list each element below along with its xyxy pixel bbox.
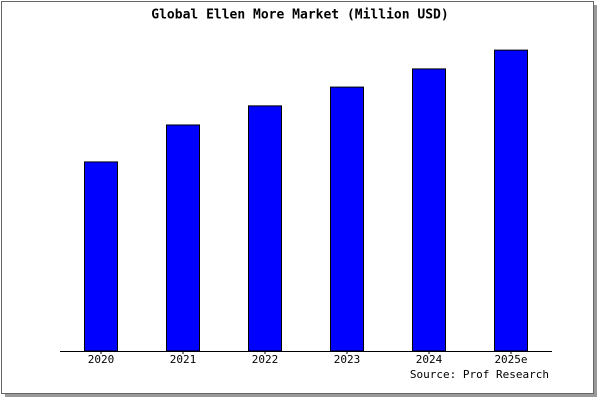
chart-title: Global Ellen More Market (Million USD) xyxy=(151,8,448,23)
bar xyxy=(412,68,446,352)
bar xyxy=(84,161,118,352)
bar xyxy=(166,124,200,352)
x-tick-label: 2023 xyxy=(334,353,361,366)
x-tick-label: 2024 xyxy=(416,353,443,366)
x-tick-label: 2021 xyxy=(170,353,197,366)
x-tick-label: 2020 xyxy=(88,353,115,366)
source-note: Source: Prof Research xyxy=(410,368,549,381)
bar xyxy=(330,86,364,352)
x-tick-label: 2022 xyxy=(252,353,279,366)
x-tick-label: 2025e xyxy=(494,353,527,366)
bar xyxy=(248,105,282,352)
plot-area xyxy=(60,48,552,351)
bar xyxy=(494,49,528,352)
